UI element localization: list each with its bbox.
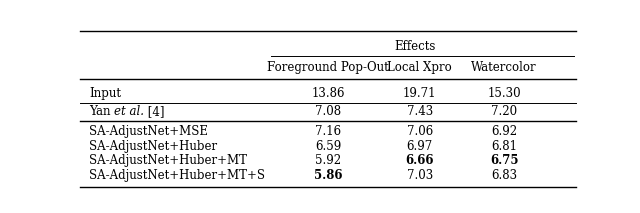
Text: Yan: Yan: [89, 105, 114, 118]
Text: 19.71: 19.71: [403, 87, 436, 100]
Text: 7.08: 7.08: [315, 105, 341, 118]
Text: 7.43: 7.43: [406, 105, 433, 118]
Text: 15.30: 15.30: [487, 87, 521, 100]
Text: SA-AdjustNet+Huber: SA-AdjustNet+Huber: [89, 140, 217, 153]
Text: et al.: et al.: [114, 105, 144, 118]
Text: SA-AdjustNet+MSE: SA-AdjustNet+MSE: [89, 125, 208, 138]
Text: Foreground Pop-Out: Foreground Pop-Out: [267, 61, 389, 74]
Text: 13.86: 13.86: [311, 87, 345, 100]
Text: [4]: [4]: [144, 105, 164, 118]
Text: 6.59: 6.59: [315, 140, 341, 153]
Text: 6.81: 6.81: [491, 140, 517, 153]
Text: Effects: Effects: [394, 40, 435, 53]
Text: 6.83: 6.83: [491, 169, 517, 182]
Text: 6.92: 6.92: [491, 125, 517, 138]
Text: 7.16: 7.16: [315, 125, 341, 138]
Text: 6.97: 6.97: [406, 140, 433, 153]
Text: 7.03: 7.03: [406, 169, 433, 182]
Text: SA-AdjustNet+Huber+MT: SA-AdjustNet+Huber+MT: [89, 154, 247, 167]
Text: 6.66: 6.66: [406, 154, 434, 167]
Text: Input: Input: [89, 87, 121, 100]
Text: 6.75: 6.75: [490, 154, 518, 167]
Text: 5.92: 5.92: [315, 154, 341, 167]
Text: 5.86: 5.86: [314, 169, 342, 182]
Text: Watercolor: Watercolor: [471, 61, 537, 74]
Text: SA-AdjustNet+Huber+MT+S: SA-AdjustNet+Huber+MT+S: [89, 169, 265, 182]
Text: 7.20: 7.20: [491, 105, 517, 118]
Text: 7.06: 7.06: [406, 125, 433, 138]
Text: Local Xpro: Local Xpro: [387, 61, 452, 74]
